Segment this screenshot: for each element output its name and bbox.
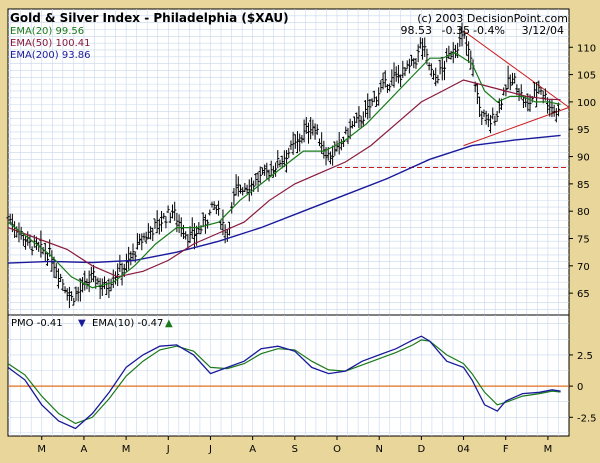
price-tick-label: 65 — [577, 289, 590, 300]
month-label: S — [292, 444, 298, 455]
ema20-line — [7, 52, 561, 289]
pmo-plot — [7, 335, 569, 430]
month-label: M — [122, 444, 131, 455]
price-tick-label: 90 — [577, 153, 590, 164]
month-label: O — [333, 444, 341, 455]
last-pct: -0.4% — [473, 24, 505, 37]
price-tick-label: 95 — [577, 125, 590, 136]
pmo-tick-label: -2.5 — [577, 413, 597, 424]
month-label: F — [503, 444, 509, 455]
month-label: J — [166, 444, 170, 455]
legend-ema200: EMA(200) 93.86 — [10, 50, 90, 61]
ema200-line — [7, 134, 561, 264]
price-tick-label: 85 — [577, 180, 590, 191]
legend-ema20: EMA(20) 99.56 — [10, 26, 84, 37]
pmo-tick-label: 0 — [577, 382, 583, 393]
month-label: J — [208, 444, 212, 455]
pmo-up-arrow-icon: ▲ — [165, 318, 173, 329]
pmo-ema-label: EMA(10) -0.47 — [92, 318, 163, 329]
lower-trendline — [463, 106, 570, 147]
price-axis-ticks: 65 70 75 80 85 90 95 100 105 110 — [569, 43, 596, 300]
price-tick-label: 110 — [577, 43, 596, 54]
last-change: -0.35 — [442, 24, 470, 37]
month-label: M — [544, 444, 553, 455]
month-label: D — [418, 444, 426, 455]
pmo-panel — [7, 314, 570, 437]
price-tick-label: 75 — [577, 235, 590, 246]
price-grid — [8, 9, 569, 315]
month-label: N — [375, 444, 382, 455]
pmo-tick-label: 2.5 — [577, 351, 593, 362]
pmo-axis-ticks: -2.5 0 2.5 — [569, 351, 597, 424]
legend-ema50: EMA(50) 100.41 — [10, 38, 90, 49]
pmo-ema10-line — [7, 339, 561, 425]
price-tick-label: 100 — [577, 98, 596, 109]
price-tick-label: 80 — [577, 207, 590, 218]
copyright: (c) 2003 DecisionPoint.com — [417, 12, 568, 25]
price-tick-label: 70 — [577, 262, 590, 273]
ema50-line — [7, 79, 561, 278]
last-date: 3/12/04 — [522, 24, 564, 37]
month-label: 04 — [457, 444, 470, 455]
pmo-down-arrow-icon: ▼ — [78, 318, 86, 329]
month-axis: M A M J J A S O N D 04 F M — [37, 436, 552, 455]
price-plot — [6, 22, 570, 309]
month-label: M — [37, 444, 46, 455]
month-label: A — [249, 444, 256, 455]
upper-trendline — [463, 30, 570, 108]
pmo-label: PMO -0.41 — [11, 318, 63, 329]
chart-title: Gold & Silver Index - Philadelphia ($XAU… — [10, 11, 289, 25]
last-close: 98.53 — [401, 24, 433, 37]
month-label: A — [81, 444, 88, 455]
pmo-line — [7, 335, 561, 430]
price-tick-label: 105 — [577, 71, 596, 82]
